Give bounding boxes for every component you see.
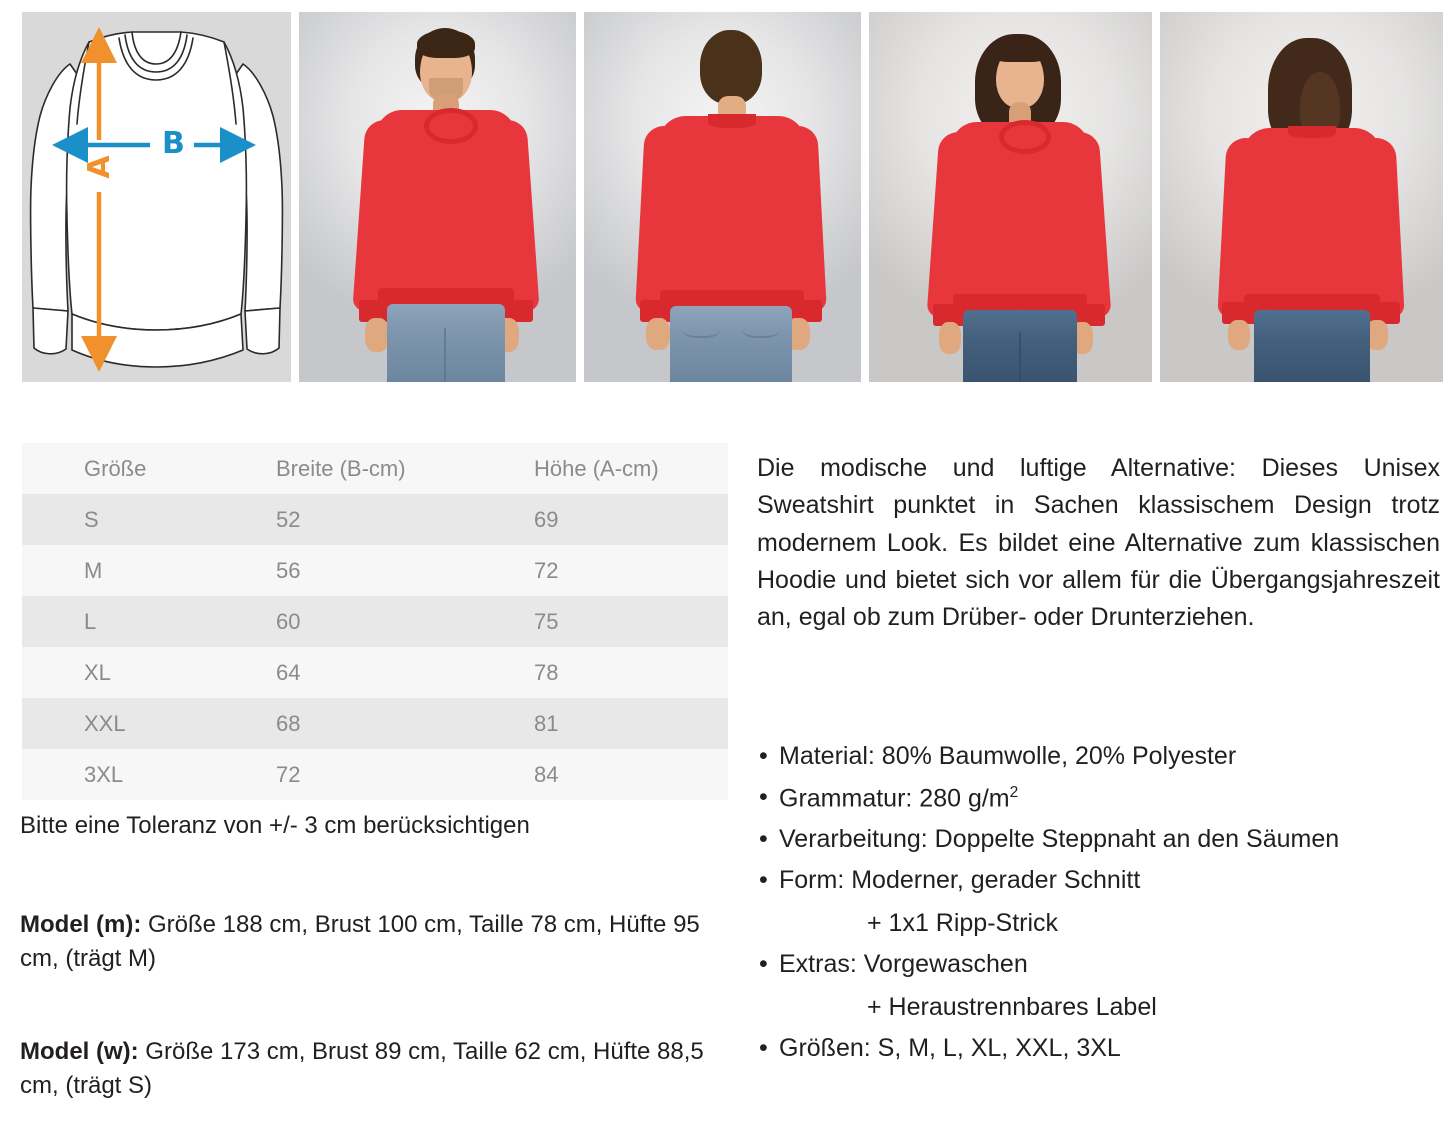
cell-width: 52 <box>276 506 301 532</box>
sleeve-right <box>775 125 827 313</box>
bullet-icon: • <box>759 1034 768 1063</box>
model-female-front-panel <box>869 12 1152 382</box>
cell-size: S <box>84 506 99 532</box>
bullet-icon: • <box>759 825 768 854</box>
list-item: • Verarbeitung: Doppelte Steppnaht an den… <box>757 827 1445 852</box>
hand-right <box>1366 320 1388 350</box>
feature-text: Verarbeitung: Doppelte Steppnaht an den … <box>779 825 1340 854</box>
column-header-height: Höhe (A-cm) <box>534 455 659 481</box>
list-item: • Extras: Vorgewaschen + Heraustrennbares… <box>757 952 1445 1020</box>
sleeve-right <box>1353 137 1405 319</box>
bullet-icon: • <box>759 742 768 770</box>
hair-fringe <box>417 30 475 58</box>
cell-width: 60 <box>276 608 301 634</box>
cell-height: 78 <box>534 659 559 685</box>
model-female-details: Größe 173 cm, Brust 89 cm, Taille 62 cm,… <box>20 1038 704 1100</box>
sweatshirt-collar <box>1288 126 1336 138</box>
size-chart-head: Größe Breite (B-cm) Höhe (A-cm) <box>22 443 728 494</box>
cell-size: M <box>84 557 103 583</box>
model-female-label: Model (w): <box>20 1038 139 1065</box>
cell-size: L <box>84 608 97 634</box>
list-item: • Form: Moderner, gerader Schnitt + 1x1 R… <box>757 868 1445 936</box>
hand-left <box>1228 320 1250 350</box>
model-male-info: Model (m): Größe 188 cm, Brust 100 cm, T… <box>20 908 720 976</box>
jeans-pocket-right <box>742 318 780 338</box>
model-female-info: Model (w): Größe 173 cm, Brust 89 cm, Ta… <box>20 1035 720 1103</box>
feature-superscript: 2 <box>1009 784 1019 801</box>
list-item: • Grammatur: 280 g/m2 <box>757 785 1445 811</box>
sweatshirt-collar <box>999 120 1051 154</box>
jeans-pocket-left <box>682 318 720 338</box>
model-female-back-panel <box>1160 12 1443 382</box>
male-front-figure <box>299 12 576 382</box>
jeans <box>1254 310 1370 382</box>
female-front-figure <box>869 12 1152 382</box>
cell-height: 81 <box>534 710 559 736</box>
model-male-back-panel <box>584 12 861 382</box>
hair-fringe <box>991 38 1049 62</box>
table-row: L 60 75 <box>22 596 728 647</box>
cell-height: 75 <box>534 608 559 634</box>
cell-width: 72 <box>276 761 301 787</box>
cell-size: 3XL <box>84 761 124 787</box>
model-male-details: Größe 188 cm, Brust 100 cm, Taille 78 cm… <box>20 911 700 973</box>
table-row: S 52 69 <box>22 494 728 545</box>
hand-left <box>646 318 670 350</box>
cell-width: 64 <box>276 659 301 685</box>
model-male-label: Model (m): <box>20 911 142 938</box>
jeans-fly <box>1019 332 1021 382</box>
sweatshirt-collar <box>708 114 756 128</box>
jeans <box>387 304 505 382</box>
cell-width: 56 <box>276 557 301 583</box>
cell-size: XL <box>84 659 111 685</box>
product-image-strip: B A <box>22 12 1443 382</box>
column-header-size: Größe <box>84 455 147 481</box>
cell-height: 69 <box>534 506 559 532</box>
measurement-arrows <box>52 27 256 372</box>
cell-height: 72 <box>534 557 559 583</box>
female-back-figure <box>1160 12 1443 382</box>
list-item: • Material: 80% Baumwolle, 20% Polyester <box>757 744 1445 769</box>
bullet-icon: • <box>759 866 768 895</box>
hand-left <box>365 318 389 352</box>
jeans-fly <box>444 328 446 382</box>
table-row: XL 64 78 <box>22 647 728 698</box>
hair <box>700 30 762 104</box>
cell-width: 68 <box>276 710 301 736</box>
feature-subtext: + Heraustrennbares Label <box>867 993 1157 1022</box>
feature-text: Grammatur: 280 g/m <box>779 784 1010 813</box>
feature-subtext: + 1x1 Ripp-Strick <box>867 909 1059 938</box>
table-row: XXL 68 81 <box>22 698 728 749</box>
feature-text: Material: 80% Baumwolle, 20% Polyester <box>779 742 1237 770</box>
product-description: Die modische und luftige Alternative: Di… <box>757 454 1440 631</box>
hand-left <box>939 322 961 354</box>
bullet-icon: • <box>759 950 768 979</box>
column-header-width: Breite (B-cm) <box>276 455 406 481</box>
tolerance-note: Bitte eine Toleranz von +/- 3 cm berücks… <box>20 812 530 839</box>
cell-height: 84 <box>534 761 559 787</box>
model-male-front-panel <box>299 12 576 382</box>
size-chart-body: S 52 69 M 56 72 L 60 75 XL 64 78 XXL 68 … <box>22 494 728 800</box>
feature-text: Form: Moderner, gerader Schnitt <box>779 866 1141 895</box>
technical-drawing-panel: B A <box>22 12 291 382</box>
feature-text: Größen: S, M, L, XL, XXL, 3XL <box>779 1034 1121 1063</box>
measurement-label-b: B <box>162 126 185 161</box>
table-row: M 56 72 <box>22 545 728 596</box>
cell-size: XXL <box>84 710 126 736</box>
measurement-label-a: A <box>82 155 117 179</box>
feature-text: Extras: Vorgewaschen <box>779 950 1028 979</box>
sweatshirt-collar <box>424 108 478 144</box>
list-item: • Größen: S, M, L, XL, XXL, 3XL <box>757 1036 1445 1061</box>
table-row: 3XL 72 84 <box>22 749 728 800</box>
table-header-row: Größe Breite (B-cm) Höhe (A-cm) <box>22 443 728 494</box>
product-feature-list: • Material: 80% Baumwolle, 20% Polyester … <box>757 744 1445 1077</box>
male-back-figure <box>584 12 861 382</box>
bullet-icon: • <box>759 783 768 811</box>
size-chart-table: Größe Breite (B-cm) Höhe (A-cm) S 52 69 … <box>22 443 728 800</box>
